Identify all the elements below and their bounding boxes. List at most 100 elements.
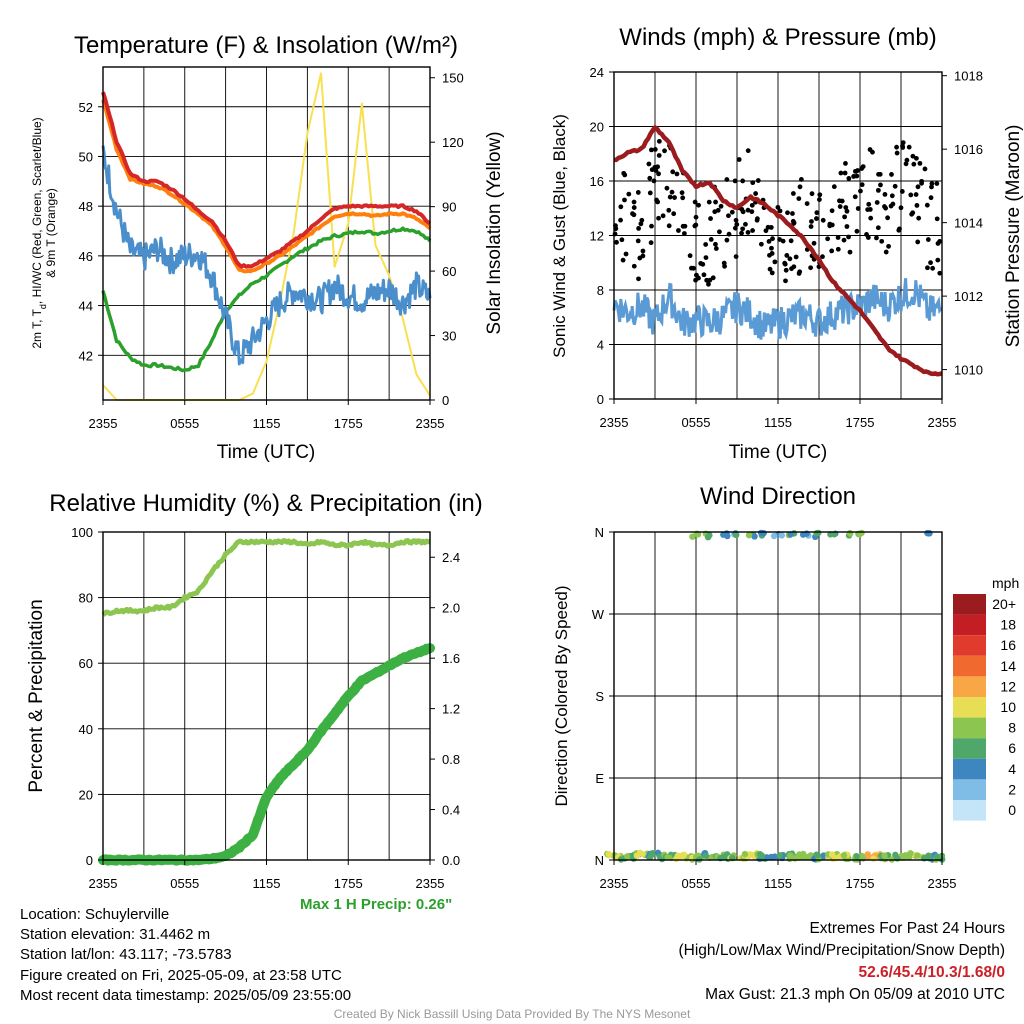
gust-point (915, 184, 921, 190)
gust-point (622, 197, 627, 203)
legend-swatch (953, 614, 986, 636)
direction-point (778, 532, 786, 539)
gust-point (736, 157, 742, 162)
gust-point (708, 237, 714, 242)
gust-point (798, 177, 804, 182)
y-tick-label: 60 (79, 656, 93, 671)
direction-point (787, 531, 794, 538)
winds-x-axis-title: Time (UTC) (729, 442, 828, 463)
x-tick-label: 2355 (89, 876, 118, 891)
x-tick-label: 1155 (764, 876, 792, 891)
gust-point (655, 199, 661, 205)
direction-title: Wind Direction (700, 483, 856, 510)
gust-point (763, 228, 769, 234)
gust-point (618, 204, 624, 210)
gust-point (854, 173, 860, 179)
gust-point (707, 277, 713, 283)
direction-point (605, 850, 612, 858)
gust-point (838, 170, 844, 176)
gust-point (619, 237, 625, 243)
gust-point (909, 211, 915, 217)
x-tick-label: 0555 (682, 876, 711, 891)
gust-point (888, 203, 894, 209)
gust-point (913, 155, 919, 161)
gust-point (687, 253, 693, 259)
gust-point (835, 246, 841, 252)
gust-point (692, 199, 698, 205)
y-tick-label: N (595, 853, 604, 868)
gust-point (639, 217, 645, 223)
direction-point (720, 531, 727, 538)
gust-point (917, 160, 923, 166)
gust-point (740, 226, 746, 232)
gust-point (865, 207, 871, 213)
gust-point (621, 170, 627, 176)
gust-point (934, 181, 940, 186)
y-tick-label: 46 (79, 249, 93, 264)
gust-point (717, 229, 722, 235)
gust-point (772, 259, 778, 265)
legend-label: 16 (1000, 637, 1016, 653)
direction-gridlines (614, 531, 942, 861)
gust-point (623, 251, 629, 257)
direction-point (702, 852, 710, 860)
gust-point (922, 166, 928, 172)
direction-point (827, 531, 834, 538)
gust-point (703, 255, 709, 261)
gust-point (916, 215, 922, 221)
winds-series (612, 125, 943, 377)
gust-point (911, 161, 917, 167)
direction-point (760, 529, 767, 537)
gust-point (855, 168, 860, 173)
gust-point (804, 201, 810, 206)
y-tick-label: 42 (79, 348, 93, 363)
gust-point (791, 264, 797, 270)
series-direction-low (603, 849, 946, 863)
legend-swatch (953, 738, 986, 759)
direction-ticks: 2355 0555 1155 1755 2355 N E S W N (592, 525, 957, 891)
x-tick-label: 2355 (416, 876, 445, 891)
gust-point (820, 217, 826, 223)
temperature-title: Temperature (F) & Insolation (W/m²) (74, 32, 458, 59)
y-tick-label: 16 (590, 174, 604, 189)
direction-point (858, 529, 865, 537)
gust-point (769, 245, 774, 251)
gust-point (630, 211, 635, 217)
gust-point (713, 246, 719, 251)
gust-point (875, 187, 881, 193)
gust-point (924, 202, 930, 208)
gust-point (783, 267, 789, 273)
y-tick-label: 24 (590, 65, 604, 80)
gust-point (874, 235, 879, 241)
gust-point (809, 219, 814, 224)
gust-point (749, 202, 755, 208)
series-station-pressure (614, 125, 943, 377)
gust-point (693, 214, 699, 220)
direction-point (664, 854, 671, 861)
gust-point (882, 192, 888, 197)
gust-point (809, 191, 815, 197)
extremes-box: Extremes For Past 24 Hours (High/Low/Max… (679, 918, 1006, 1006)
gust-point (694, 272, 699, 278)
gust-point (814, 210, 820, 216)
gust-point (652, 147, 658, 152)
gust-point (868, 215, 874, 221)
x-tick-label: 1155 (253, 416, 281, 431)
legend-swatch (953, 697, 986, 718)
gust-point (839, 198, 845, 204)
gust-point (808, 224, 814, 229)
gust-point (671, 211, 677, 217)
y2-tick-label: 90 (442, 200, 456, 215)
y2-tick-label: 1018 (954, 69, 983, 84)
gust-point (749, 209, 755, 215)
x-tick-label: 2355 (600, 415, 629, 430)
direction-point (741, 850, 749, 858)
direction-point (905, 854, 913, 861)
gust-point (655, 164, 660, 170)
gust-point (636, 276, 641, 282)
x-tick-label: 2355 (928, 876, 957, 891)
legend-swatch (953, 635, 986, 656)
y-tick-label: 52 (79, 100, 93, 115)
gust-point (899, 189, 905, 194)
gust-point (758, 241, 764, 247)
